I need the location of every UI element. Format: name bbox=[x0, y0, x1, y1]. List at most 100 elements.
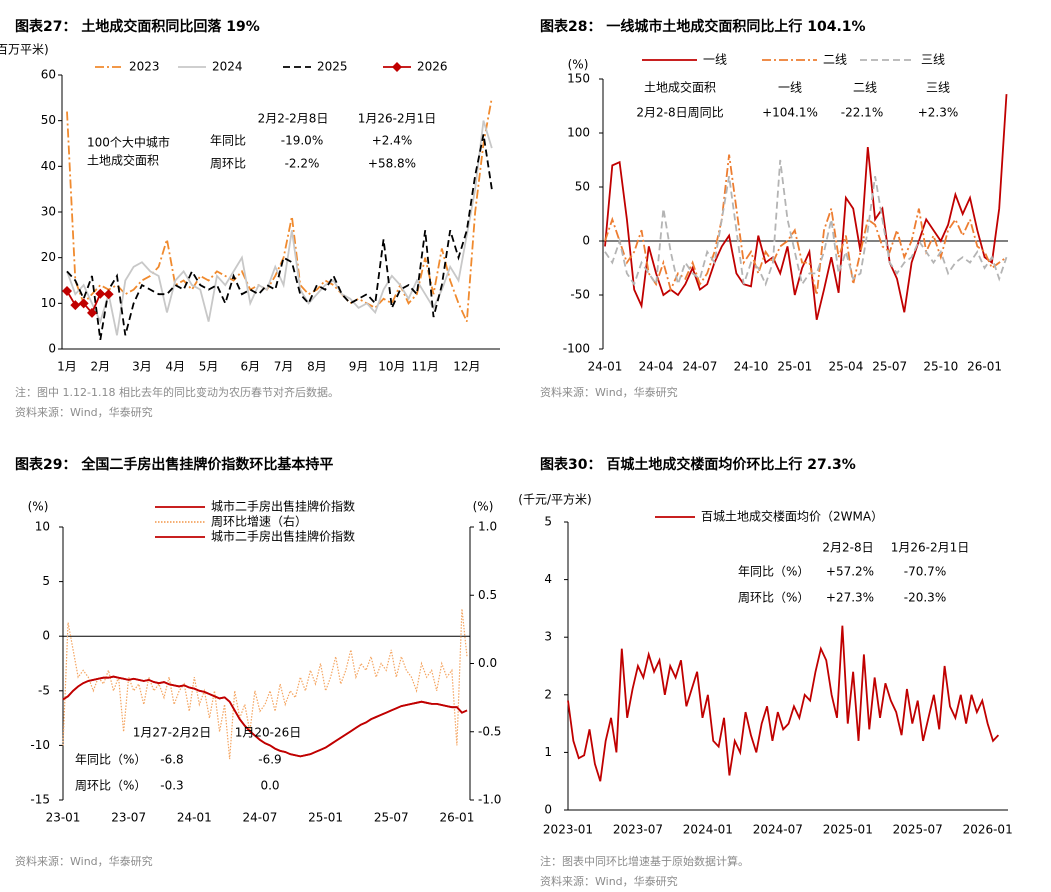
series-line bbox=[62, 675, 468, 758]
y-axis-label: (%) bbox=[28, 500, 49, 514]
x-tick-label: 24-04 bbox=[639, 360, 674, 374]
y-tick-label: -100 bbox=[563, 342, 590, 356]
table-column: 二线 bbox=[853, 81, 877, 95]
table-row-label: 年同比（%） bbox=[75, 753, 146, 767]
x-tick-label: 2024-01 bbox=[683, 823, 733, 837]
y-tick-label: 0 bbox=[582, 234, 590, 248]
y2-tick-label: -1.0 bbox=[478, 793, 501, 807]
y2-tick-label: 0.0 bbox=[478, 656, 497, 670]
y-tick-label: 3 bbox=[544, 630, 552, 644]
legend-label: 二线 bbox=[823, 53, 847, 67]
legend-label: 城市二手房出售挂牌价指数 bbox=[211, 529, 355, 544]
table-cell: +27.3% bbox=[826, 591, 874, 605]
x-tick-label: 4月 bbox=[165, 360, 185, 374]
y-tick-label: 60 bbox=[41, 68, 56, 82]
table-row-label: 年同比 bbox=[210, 134, 246, 148]
x-tick-label: 2026-01 bbox=[963, 823, 1013, 837]
y-tick-label: 100 bbox=[567, 126, 590, 140]
legend-label: 2026 bbox=[417, 60, 448, 74]
x-tick-label: 25-10 bbox=[923, 360, 958, 374]
y2-axis-label: (%) bbox=[473, 500, 494, 514]
y-axis-label: (%) bbox=[568, 58, 589, 72]
series-line bbox=[62, 608, 468, 760]
series-line bbox=[604, 94, 1008, 321]
x-tick-label: 24-07 bbox=[682, 360, 717, 374]
x-tick-label: 25-04 bbox=[828, 360, 863, 374]
x-tick-label: 26-01 bbox=[967, 360, 1002, 374]
x-tick-label: 25-01 bbox=[777, 360, 812, 374]
x-tick-label: 12月 bbox=[453, 360, 480, 374]
y-tick-label: 40 bbox=[41, 159, 56, 173]
x-tick-label: 9月 bbox=[349, 360, 369, 374]
y-tick-label: -50 bbox=[570, 288, 590, 302]
table-column: 三线 bbox=[926, 81, 950, 95]
table-cell: -20.3% bbox=[904, 591, 946, 605]
source: 资料来源：Wind，华泰研究 bbox=[15, 854, 153, 868]
table-cell: +58.8% bbox=[368, 157, 416, 171]
table-title: 100个大中城市 bbox=[87, 135, 170, 150]
x-tick-label: 24-10 bbox=[734, 360, 769, 374]
x-tick-label: 7月 bbox=[274, 360, 294, 374]
source: 资料来源：Wind，华泰研究 bbox=[15, 405, 153, 419]
table-column: 2月2-8日 bbox=[822, 541, 873, 555]
table-cell: +104.1% bbox=[762, 106, 818, 120]
table-column: 一线 bbox=[778, 81, 802, 95]
table-column: 2月2-2月8日 bbox=[258, 112, 329, 126]
x-tick-label: 2023-01 bbox=[543, 823, 593, 837]
legend-label: 城市二手房出售挂牌价指数 bbox=[211, 499, 355, 514]
x-tick-label: 25-07 bbox=[374, 811, 409, 825]
x-tick-label: 3月 bbox=[132, 360, 152, 374]
data-point bbox=[62, 286, 72, 297]
x-tick-label: 6月 bbox=[240, 360, 260, 374]
source: 资料来源：Wind，华泰研究 bbox=[540, 874, 678, 888]
series-line bbox=[567, 625, 1000, 782]
legend-marker bbox=[392, 62, 402, 72]
y-tick-label: 1 bbox=[544, 745, 552, 759]
table-cell: -70.7% bbox=[904, 565, 946, 579]
y-axis-label: (千元/平方米) bbox=[518, 492, 591, 507]
legend-label: 一线 bbox=[703, 53, 727, 67]
x-tick-label: 2024-07 bbox=[753, 823, 803, 837]
series-line bbox=[62, 675, 468, 758]
y-tick-label: 50 bbox=[575, 180, 590, 194]
y-tick-label: 10 bbox=[35, 520, 50, 534]
data-point bbox=[103, 289, 114, 300]
data-point bbox=[86, 307, 97, 318]
table-cell: +2.4% bbox=[372, 134, 413, 148]
y-axis-label: (百万平米) bbox=[0, 43, 49, 57]
x-tick-label: 11月 bbox=[412, 360, 439, 374]
x-tick-label: 26-01 bbox=[439, 811, 474, 825]
table-column: 1月26-2月1日 bbox=[358, 112, 437, 126]
y-tick-label: 0 bbox=[544, 803, 552, 817]
table-cell: -6.8 bbox=[160, 753, 183, 767]
legend-label: 百城土地成交楼面均价（2WMA） bbox=[701, 509, 883, 524]
note: 注：图表中同环比增速基于原始数据计算。 bbox=[540, 854, 749, 868]
x-tick-label: 2025-07 bbox=[893, 823, 943, 837]
x-tick-label: 8月 bbox=[307, 360, 327, 374]
table-column: 1月26-2月1日 bbox=[891, 541, 970, 555]
series-line bbox=[66, 134, 493, 341]
x-tick-label: 24-07 bbox=[243, 811, 278, 825]
y-tick-label: -15 bbox=[30, 793, 50, 807]
y-tick-label: 150 bbox=[567, 72, 590, 86]
x-tick-label: 25-01 bbox=[308, 811, 343, 825]
y2-tick-label: 0.5 bbox=[478, 588, 497, 602]
chart-title: 图表28： 一线城市土地成交面积同比上行 104.1% bbox=[540, 18, 866, 35]
table-title: 土地成交面积 bbox=[87, 153, 159, 168]
table-corner: 土地成交面积 bbox=[644, 80, 716, 95]
legend-label: 周环比增速（右） bbox=[211, 514, 307, 529]
table-row-label: 周环比 bbox=[210, 157, 246, 171]
data-point bbox=[78, 298, 89, 309]
x-tick-label: 24-01 bbox=[177, 811, 212, 825]
legend-label: 2025 bbox=[317, 60, 348, 74]
table-row-label: 周环比（%） bbox=[738, 591, 809, 605]
y2-tick-label: -0.5 bbox=[478, 724, 501, 738]
x-tick-label: 2025-01 bbox=[823, 823, 873, 837]
y2-tick-label: 1.0 bbox=[478, 520, 497, 534]
y-tick-label: 2 bbox=[544, 687, 552, 701]
y-tick-label: 0 bbox=[42, 629, 50, 643]
y-tick-label: 30 bbox=[41, 205, 56, 219]
legend-label: 三线 bbox=[921, 53, 945, 67]
x-tick-label: 1月 bbox=[57, 360, 77, 374]
table-cell: -19.0% bbox=[281, 134, 323, 148]
